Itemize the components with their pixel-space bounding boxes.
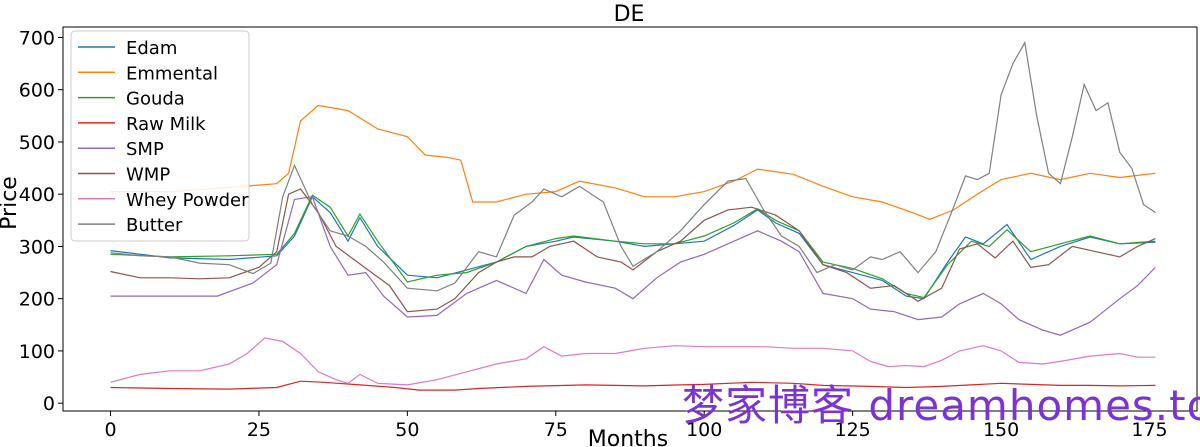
series-line-raw-milk (110, 380, 1156, 391)
x-tick-label: 100 (686, 419, 722, 441)
legend-label: Edam (126, 38, 177, 59)
legend-box (70, 30, 250, 242)
legend-label: Raw Milk (126, 114, 206, 135)
y-tick-label: 400 (19, 184, 55, 206)
y-tick-label: 500 (19, 132, 55, 154)
x-tick-label: 125 (835, 419, 871, 441)
series-line-butter (110, 40, 1156, 292)
chart-title: DE (614, 2, 645, 27)
series-line-emmental (110, 104, 1156, 220)
legend: Edam Emmental Gouda Raw Milk SMP WMP Whey Powd… (70, 30, 250, 242)
plot-frame (62, 26, 1198, 412)
x-tick-label: 175 (1131, 419, 1167, 441)
legend-label: WMP (126, 165, 170, 186)
series-line-wmp (110, 188, 1156, 313)
series-line-edam (110, 195, 1156, 300)
legend-label: Emmental (126, 63, 218, 84)
x-tick-label: 150 (983, 419, 1019, 441)
watermark-text: 梦家博客 dreamhomes.top (682, 381, 1200, 430)
y-tick-label: 200 (19, 289, 55, 311)
y-axis-label: Price (0, 176, 22, 230)
y-tick-label: 300 (19, 236, 55, 258)
x-tick-label: 0 (104, 419, 116, 441)
legend-label: Whey Powder (126, 190, 249, 211)
y-tick-label: 100 (19, 341, 55, 363)
x-tick-label: 50 (395, 419, 419, 441)
x-axis-label: Months (588, 427, 668, 447)
legend-label: Butter (126, 215, 183, 236)
y-tick-label: 700 (19, 27, 55, 49)
series-line-gouda (110, 194, 1156, 299)
legend-label: Gouda (126, 89, 185, 110)
series-line-whey-powder (110, 337, 1156, 386)
x-tick-label: 25 (247, 419, 271, 441)
series-line-smp (110, 196, 1156, 336)
x-tick-label: 75 (544, 419, 568, 441)
legend-label: SMP (126, 139, 164, 160)
y-tick-label: 0 (43, 393, 55, 415)
y-tick-label: 600 (19, 80, 55, 102)
